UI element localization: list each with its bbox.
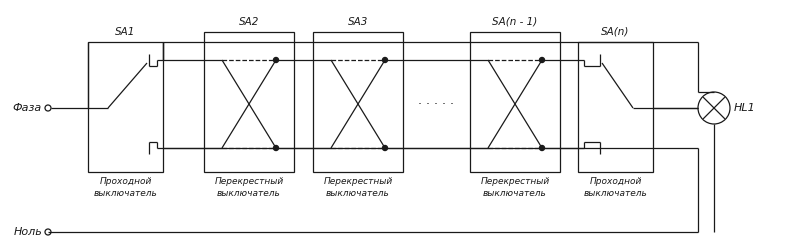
Circle shape [539, 58, 544, 62]
Text: Проходной
выключатель: Проходной выключатель [93, 177, 157, 198]
Bar [578, 42, 653, 172]
Text: SA1: SA1 [115, 27, 135, 37]
Text: SA3: SA3 [348, 17, 368, 27]
Text: Перекрестный
выключатель: Перекрестный выключатель [324, 177, 393, 198]
Bar [204, 32, 294, 172]
Text: SA2: SA2 [238, 17, 260, 27]
Text: Перекрестный
выключатель: Перекрестный выключатель [480, 177, 550, 198]
Text: SA(n - 1): SA(n - 1) [492, 17, 538, 27]
Text: SA(n): SA(n) [601, 27, 629, 37]
Bar [88, 42, 163, 172]
Circle shape [273, 58, 278, 62]
Circle shape [383, 58, 388, 62]
Text: · · · · ·: · · · · · [418, 98, 454, 110]
Text: Фаза: Фаза [13, 103, 42, 113]
Bar [470, 32, 560, 172]
Circle shape [273, 146, 278, 150]
Circle shape [539, 146, 544, 150]
Text: Перекрестный
выключатель: Перекрестный выключатель [214, 177, 284, 198]
Bar [313, 32, 403, 172]
Text: HL1: HL1 [734, 103, 756, 113]
Text: Проходной
выключатель: Проходной выключатель [584, 177, 647, 198]
Text: Ноль: Ноль [13, 227, 42, 237]
Circle shape [383, 146, 388, 150]
